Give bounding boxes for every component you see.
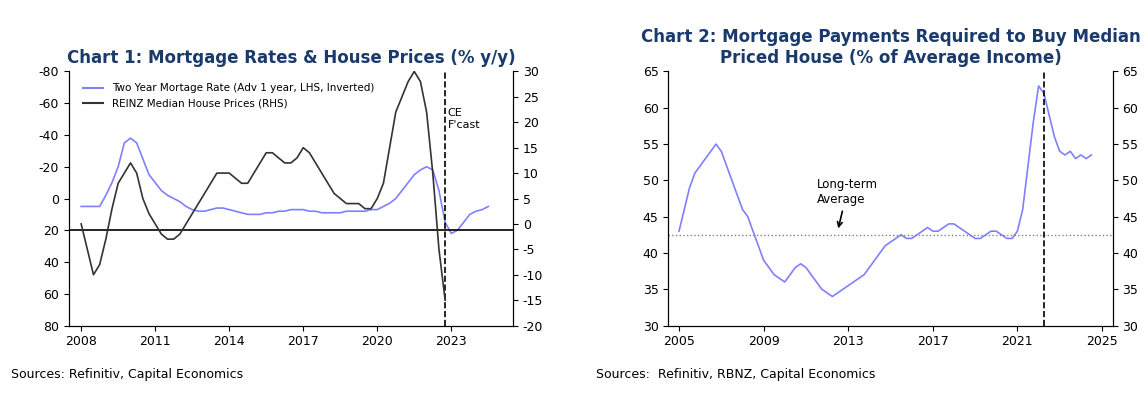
Title: Chart 2: Mortgage Payments Required to Buy Median
Priced House (% of Average Inc: Chart 2: Mortgage Payments Required to B… <box>641 28 1140 67</box>
Legend: Two Year Mortage Rate (Adv 1 year, LHS, Inverted), REINZ Median House Prices (RH: Two Year Mortage Rate (Adv 1 year, LHS, … <box>78 79 379 113</box>
Text: Sources:  Refinitiv, RBNZ, Capital Economics: Sources: Refinitiv, RBNZ, Capital Econom… <box>596 368 876 381</box>
Text: Sources: Refinitiv, Capital Economics: Sources: Refinitiv, Capital Economics <box>11 368 243 381</box>
Title: Chart 1: Mortgage Rates & House Prices (% y/y): Chart 1: Mortgage Rates & House Prices (… <box>67 49 515 67</box>
Text: Long-term
Average: Long-term Average <box>817 178 877 227</box>
Text: CE
F'cast: CE F'cast <box>447 108 481 130</box>
